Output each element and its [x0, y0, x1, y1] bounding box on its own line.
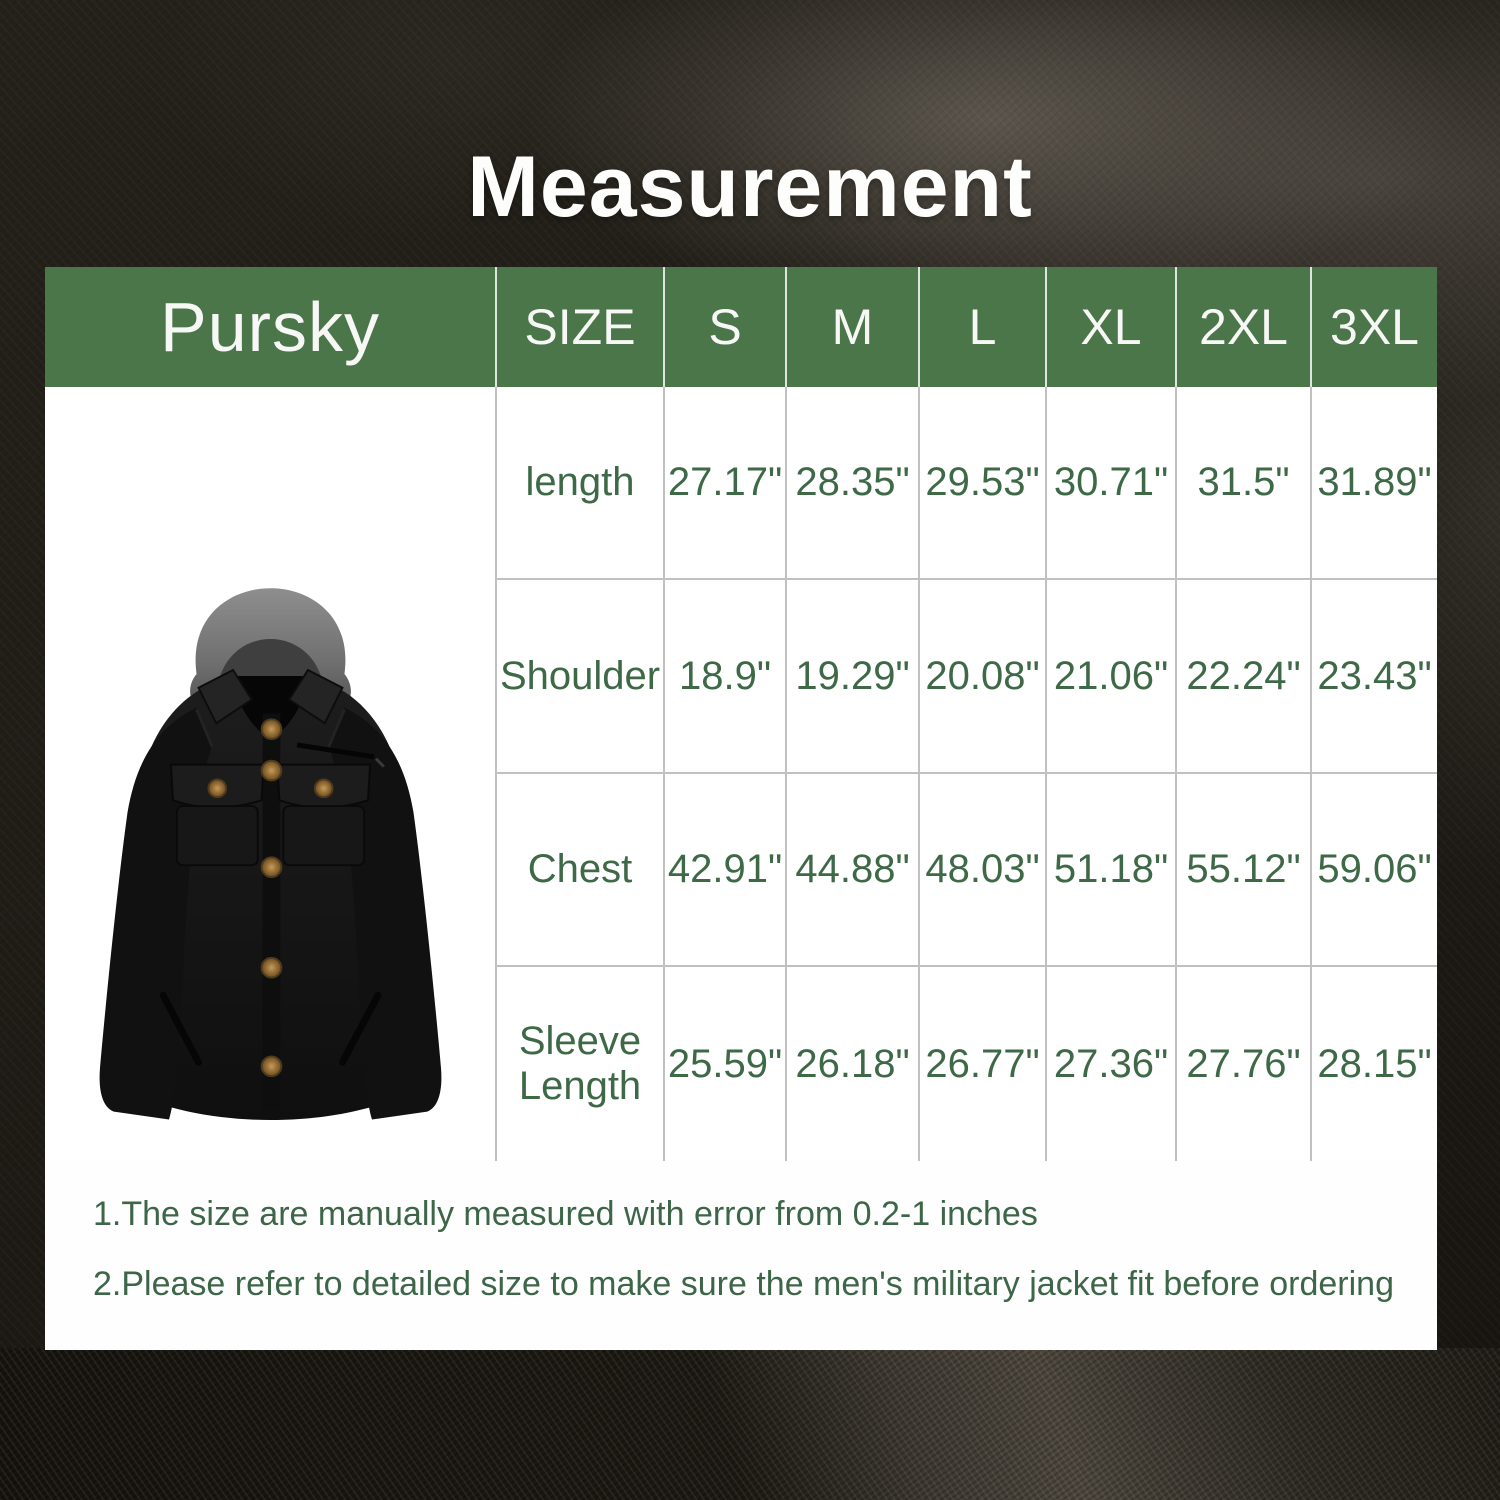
size-header-3xl: 3XL — [1312, 267, 1437, 387]
value-cell: 27.17" — [665, 387, 787, 580]
value-cell: 28.15" — [1312, 967, 1437, 1161]
note-measure-error: 1.The size are manually measured with er… — [93, 1195, 1038, 1233]
size-table: Pursky SIZE S M L XL 2XL 3XL — [45, 267, 1437, 1161]
value-cell: 51.18" — [1047, 774, 1177, 967]
size-notes: 1.The size are manually measured with er… — [45, 1161, 1437, 1301]
value-cell: 18.9" — [665, 580, 787, 774]
value-cell: 44.88" — [787, 774, 920, 967]
value-cell: 25.59" — [665, 967, 787, 1161]
size-header-s: S — [665, 267, 787, 387]
size-header-xl: XL — [1047, 267, 1177, 387]
value-cell: 19.29" — [787, 580, 920, 774]
value-cell: 48.03" — [920, 774, 1047, 967]
value-cell: 21.06" — [1047, 580, 1177, 774]
value-cell: 23.43" — [1312, 580, 1437, 774]
size-header-m: M — [787, 267, 920, 387]
value-cell: 28.35" — [787, 387, 920, 580]
size-header-2xl: 2XL — [1177, 267, 1312, 387]
size-chart-panel: Pursky SIZE S M L XL 2XL 3XL — [45, 267, 1437, 1350]
value-cell: 26.18" — [787, 967, 920, 1161]
value-cell: 31.5" — [1177, 387, 1312, 580]
value-cell: 55.12" — [1177, 774, 1312, 967]
value-cell: 27.36" — [1047, 967, 1177, 1161]
page-title: Measurement — [467, 139, 1033, 235]
value-cell: 30.71" — [1047, 387, 1177, 580]
value-cell: 29.53" — [920, 387, 1047, 580]
value-cell: 27.76" — [1177, 967, 1312, 1161]
value-cell: 22.24" — [1177, 580, 1312, 774]
value-cell: 42.91" — [665, 774, 787, 967]
row-label: Chest — [497, 774, 665, 967]
product-photo-cell — [45, 387, 497, 1161]
value-cell: 59.06" — [1312, 774, 1437, 967]
size-column-header: SIZE — [497, 267, 665, 387]
row-label: Sleeve Length — [497, 967, 665, 1161]
note-refer-size: 2.Please refer to detailed size to make … — [93, 1265, 1394, 1303]
fabric-background-bottom — [0, 1348, 1500, 1500]
value-cell: 31.89" — [1312, 387, 1437, 580]
jacket-product-image — [99, 588, 441, 1121]
size-header-l: L — [920, 267, 1047, 387]
value-cell: 26.77" — [920, 967, 1047, 1161]
row-label: Shoulder — [497, 580, 665, 774]
value-cell: 20.08" — [920, 580, 1047, 774]
brand-header-cell: Pursky — [45, 267, 497, 387]
row-label: length — [497, 387, 665, 580]
